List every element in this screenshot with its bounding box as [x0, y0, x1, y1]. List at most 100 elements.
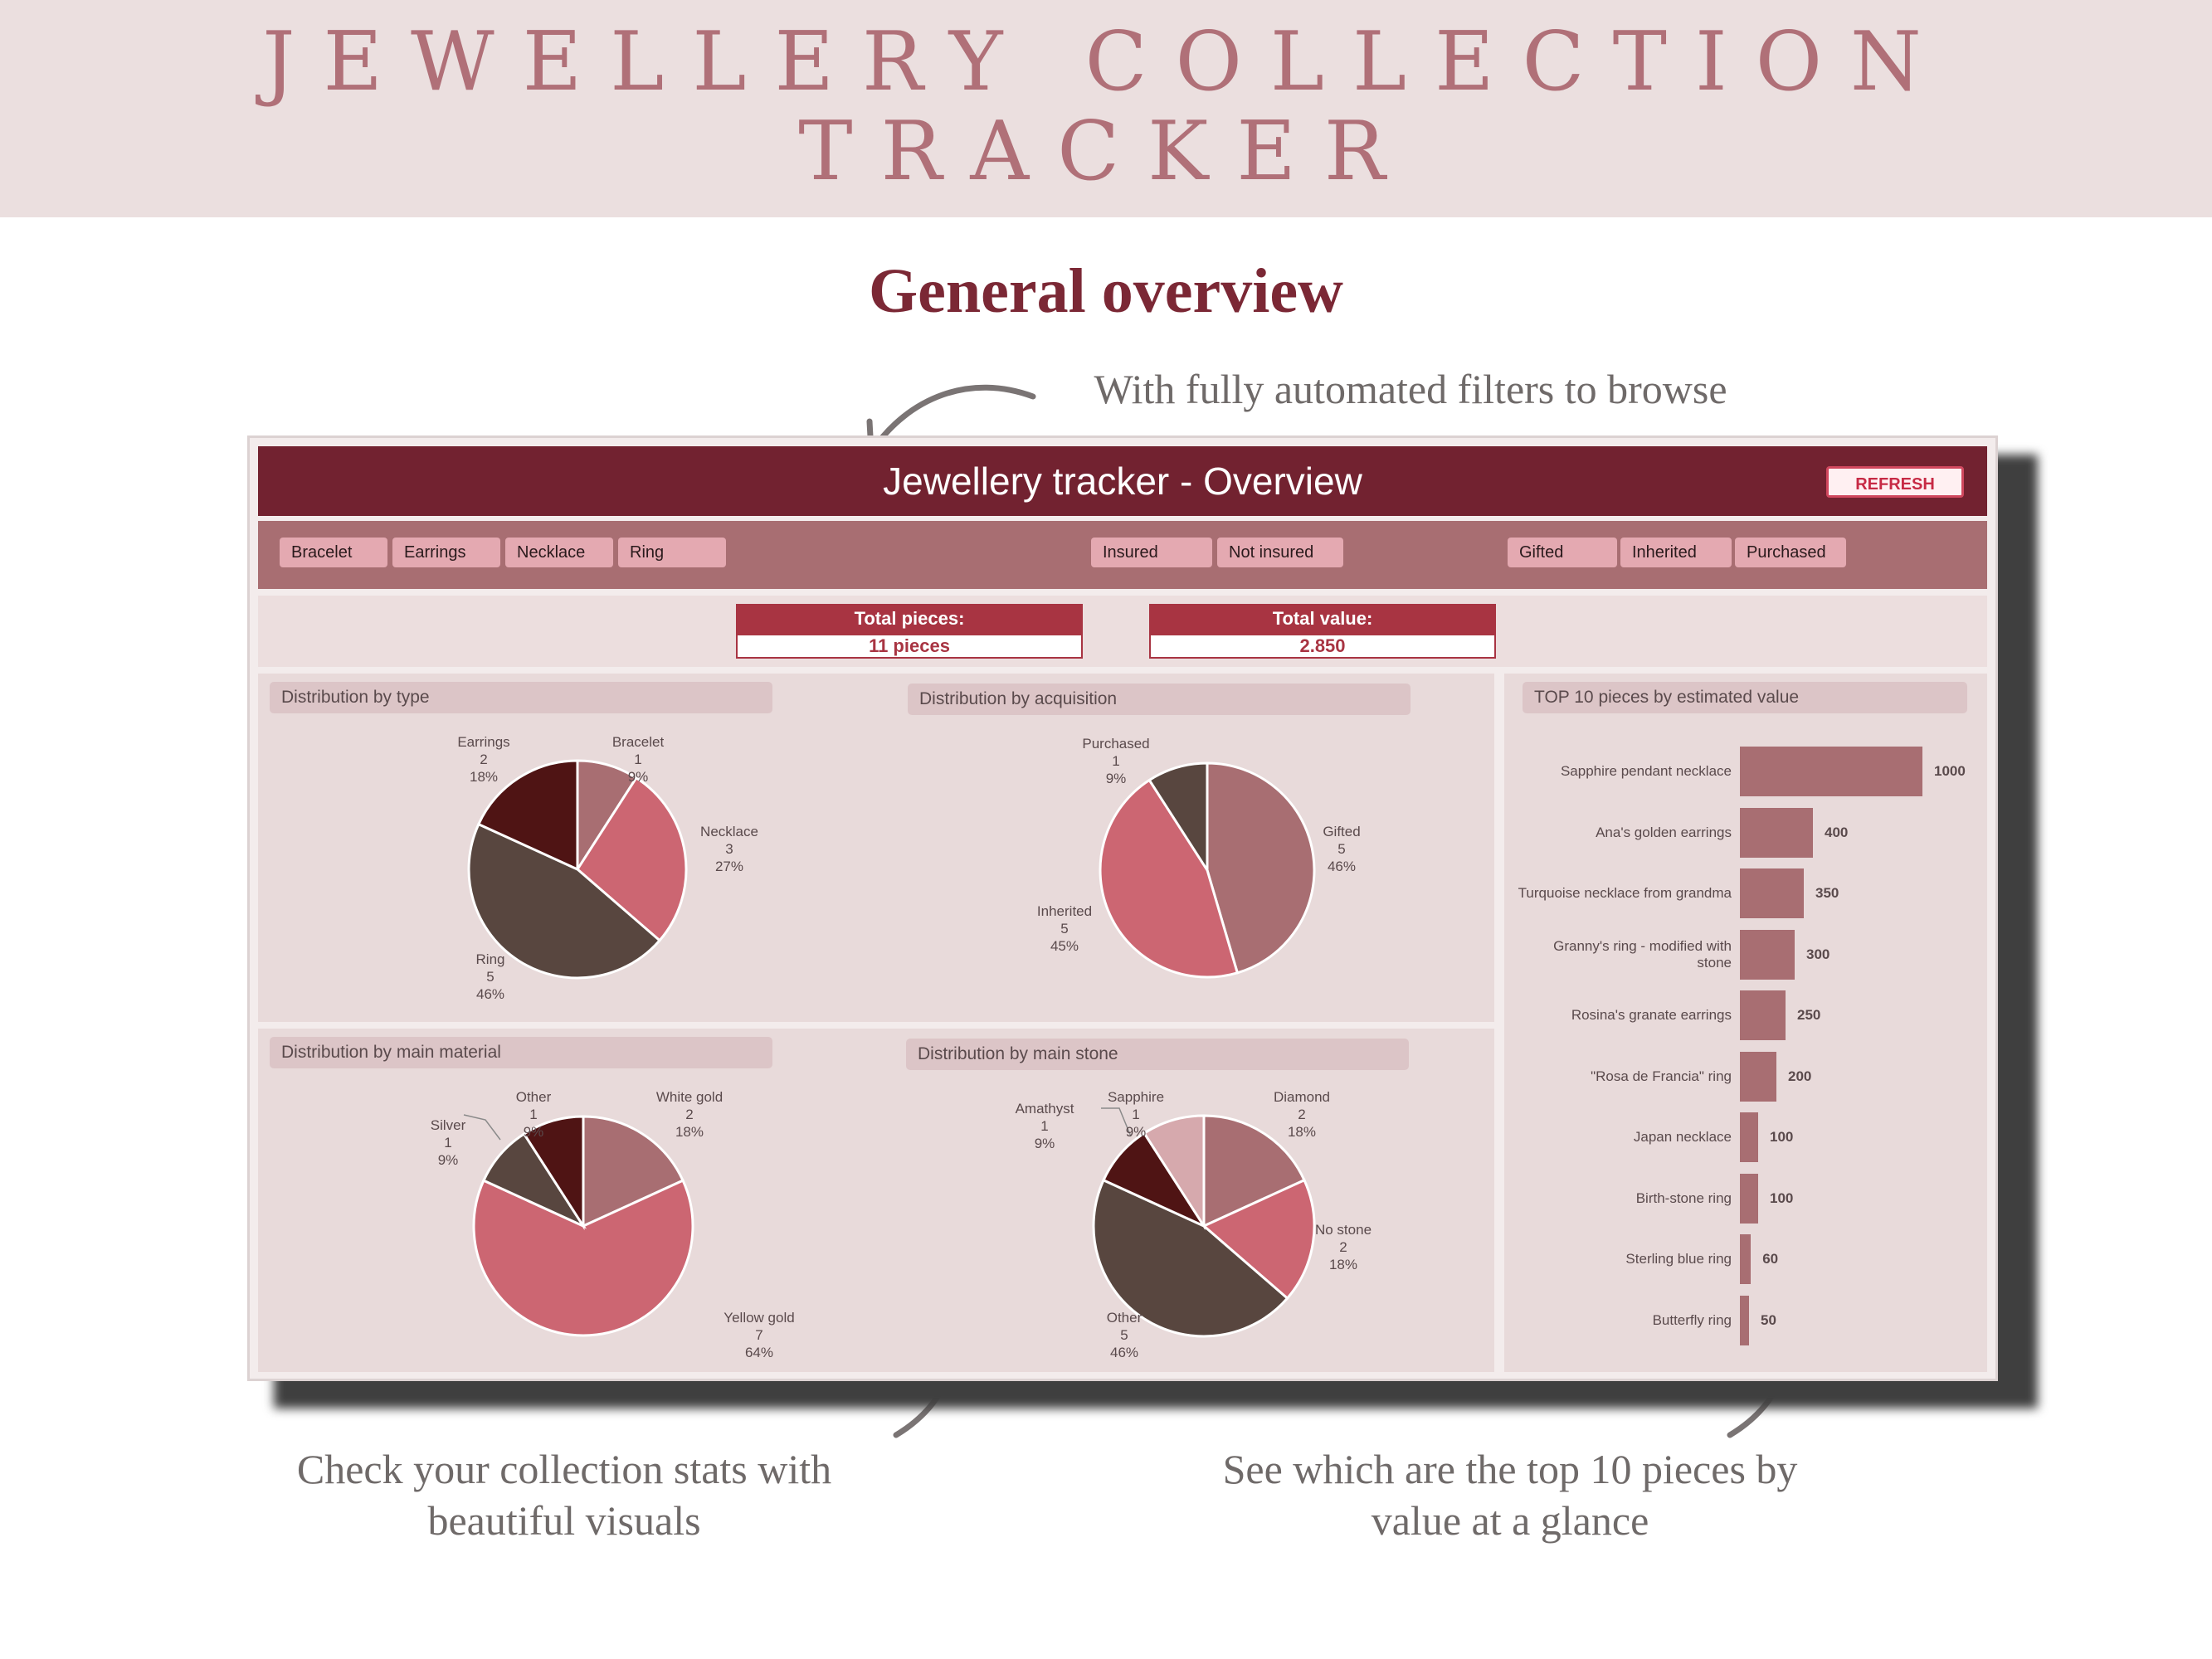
bar	[1740, 1295, 1749, 1345]
pie-slice-white-gold	[582, 1115, 685, 1228]
pie-chart-stone	[1092, 1114, 1316, 1338]
section-subtitle: General overview	[869, 256, 1343, 326]
bar-label: Japan necklace	[1633, 1129, 1732, 1145]
pie-slice-other	[522, 1115, 585, 1231]
chart-title-type: Distribution by type	[270, 682, 772, 713]
refresh-button[interactable]: REFRESH	[1826, 466, 1964, 498]
bar-value: 60	[1762, 1251, 1779, 1267]
pie-slice-earrings	[476, 759, 579, 872]
pie-chart-material	[472, 1115, 694, 1337]
pie-slice-other	[1092, 1178, 1289, 1338]
pie-slice-purchased	[1147, 761, 1209, 875]
pie-slice-gifted	[1206, 761, 1316, 975]
filter-ring-button[interactable]: Ring	[618, 538, 726, 567]
bar-label: Rosina's granate earrings	[1571, 1007, 1732, 1023]
filter-not-insured-button[interactable]: Not insured	[1217, 538, 1343, 567]
total-pieces-value: 11 pieces	[736, 634, 1083, 659]
pie1-label-inherited: Inherited 5 45%	[1036, 903, 1093, 954]
pie3-label-no-stone: No stone 2 18%	[1314, 1222, 1372, 1272]
chart-title-top10: TOP 10 pieces by estimated value	[1523, 682, 1967, 713]
pie0-label-ring: Ring 5 46%	[475, 951, 505, 1002]
pie3-label-amathyst: Amathyst 1 9%	[1015, 1101, 1074, 1151]
stats-callout: Check your collection stats with beautif…	[257, 1443, 871, 1546]
bar-value: 50	[1761, 1311, 1776, 1328]
dashboard-title: Jewellery tracker - Overview	[883, 460, 1362, 503]
arrow-top-icon	[868, 384, 1036, 455]
filter-purchased-button[interactable]: Purchased	[1735, 538, 1846, 567]
bar-value: 200	[1788, 1068, 1812, 1084]
bar-label: Sterling blue ring	[1625, 1251, 1732, 1267]
filter-gifted-button[interactable]: Gifted	[1508, 538, 1617, 567]
bar-value: 1000	[1934, 763, 1966, 779]
pie2-label-silver: Silver 1 9%	[430, 1117, 466, 1168]
pie-slice-diamond	[1202, 1114, 1306, 1228]
bar-value: 250	[1797, 1007, 1821, 1023]
totals-bar: Total pieces: 11 pieces Total value: 2.8…	[258, 596, 1987, 667]
pie1-label-purchased: Purchased 1 9%	[1082, 736, 1150, 786]
pie2-label-other: Other 1 9%	[515, 1089, 552, 1140]
filter-inherited-button[interactable]: Inherited	[1620, 538, 1732, 567]
stats-callout-line1: Check your collection stats with	[296, 1446, 832, 1492]
bar	[1740, 747, 1922, 796]
pie3-label-other: Other 5 46%	[1106, 1310, 1143, 1360]
pie-chart-type	[467, 759, 688, 980]
bar-label: Ana's golden earrings	[1596, 824, 1732, 840]
banner-title-line1: JEWELLERY COLLECTION	[262, 15, 1950, 109]
bar	[1740, 1112, 1758, 1162]
top10-panel: TOP 10 pieces by estimated value Sapphir…	[1504, 674, 1987, 1372]
bar-label: Birth-stone ring	[1635, 1190, 1732, 1206]
total-value-label: Total value:	[1149, 604, 1496, 634]
dashboard-screenshot: Jewellery tracker - Overview REFRESH Bra…	[247, 435, 1998, 1381]
bar	[1740, 1234, 1752, 1284]
pie-slice-yellow-gold	[472, 1179, 694, 1337]
pie2-label-white-gold: White gold 2 18%	[655, 1089, 724, 1140]
filter-bracelet-button[interactable]: Bracelet	[280, 538, 387, 567]
bar-label: Turquoise necklace from grandma	[1518, 885, 1732, 901]
pie-slice-necklace	[576, 776, 688, 942]
bar-label: Granny's ring - modified with stone	[1553, 937, 1732, 971]
pie-slice-no-stone	[1201, 1178, 1316, 1301]
total-pieces-label: Total pieces:	[736, 604, 1083, 634]
filter-bar: Bracelet Earrings Necklace Ring Insured …	[258, 521, 1987, 589]
stats-callout-line2: beautiful visuals	[427, 1497, 701, 1544]
top10-callout: See which are the top 10 pieces by value…	[1195, 1443, 1825, 1546]
pie2-label-yellow-gold: Yellow gold 7 64%	[724, 1310, 795, 1360]
filter-insured-button[interactable]: Insured	[1091, 538, 1212, 567]
filter-necklace-button[interactable]: Necklace	[505, 538, 613, 567]
top10-bar-chart: Sapphire pendant necklace 1000 Ana's golde…	[1504, 674, 1987, 1372]
pie-leader-lines	[463, 1107, 1132, 1141]
bar	[1740, 929, 1795, 980]
bar-label: "Rosa de Francia" ring	[1591, 1068, 1732, 1084]
bar-value: 300	[1806, 946, 1830, 962]
pie-slice-sapphire	[1143, 1114, 1206, 1231]
pie1-label-gifted: Gifted 5 46%	[1323, 824, 1361, 874]
pie-chart-acquisition	[1099, 761, 1316, 979]
top10-callout-line1: See which are the top 10 pieces by	[1222, 1446, 1798, 1492]
total-value-value: 2.850	[1149, 634, 1496, 659]
chart-title-acquisition: Distribution by acquisition	[908, 684, 1411, 715]
top10-callout-line2: value at a glance	[1371, 1497, 1649, 1544]
bar	[1740, 868, 1804, 918]
chart-title-material: Distribution by main material	[270, 1037, 772, 1068]
distribution-bottom-panel: Distribution by main material Distributi…	[258, 1029, 1494, 1372]
total-pieces-card: Total pieces: 11 pieces	[736, 604, 1083, 659]
pie3-label-sapphire: Sapphire 1 9%	[1107, 1089, 1165, 1140]
pie-slice-inherited	[1099, 778, 1240, 979]
bar	[1740, 1051, 1776, 1102]
bar-label: Butterfly ring	[1652, 1311, 1732, 1328]
pie0-label-bracelet: Bracelet 1 9%	[611, 734, 665, 785]
banner-title-line2: TRACKER	[798, 105, 1414, 199]
filter-earrings-button[interactable]: Earrings	[392, 538, 500, 567]
pie0-label-earrings: Earrings 2 18%	[457, 734, 510, 785]
distribution-top-panel: Distribution by type Distribution by acq…	[258, 674, 1494, 1022]
bar-value: 350	[1815, 885, 1839, 901]
dashboard-header: Jewellery tracker - Overview REFRESH	[258, 446, 1987, 516]
pie-slice-ring	[467, 822, 662, 980]
bar-value: 100	[1770, 1129, 1794, 1145]
leader-silver	[463, 1114, 501, 1141]
bar-value: 400	[1825, 824, 1849, 840]
pie0-label-necklace: Necklace 3 27%	[700, 824, 758, 874]
leader-amathyst	[1101, 1107, 1132, 1137]
bar	[1740, 990, 1786, 1040]
bar-value: 100	[1770, 1190, 1794, 1206]
